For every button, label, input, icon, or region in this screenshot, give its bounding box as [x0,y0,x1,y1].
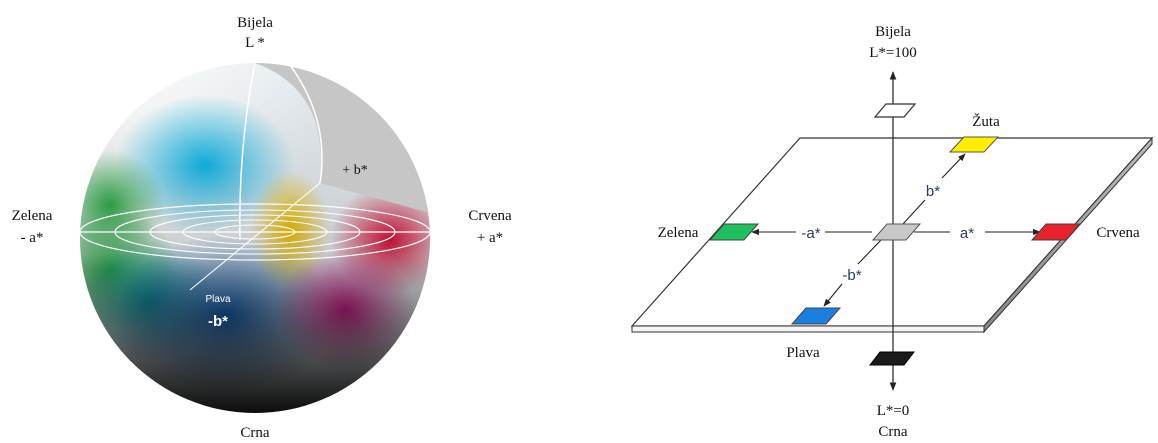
bplus-axis-seg1 [902,199,926,225]
sphere-blue-label: Plava [205,294,230,305]
red-swatch [1030,223,1082,241]
black-swatch [868,351,916,366]
plane-top-value: L*=100 [869,45,917,61]
bminus-axis-seg1 [857,239,882,265]
blue-swatch [790,307,842,325]
plane-bplus-axis: b* [926,183,940,200]
ab-plane-front-edge [631,325,985,333]
plane-yellow-label: Žuta [972,113,1000,130]
plane-bottom-label: Crna [878,424,908,440]
plane-top-label: Bijela [875,24,911,40]
bminus-axis-seg2 [823,283,843,307]
sphere-aminus-label: - a* [21,230,44,246]
yellow-swatch [948,136,1000,153]
white-swatch [873,103,917,118]
plane-aminus-axis: -a* [801,225,820,242]
plane-aplus-axis: a* [960,225,974,242]
plane-bminus-axis: -b* [842,267,861,284]
sphere-top-label: Bijela [237,15,273,31]
bplus-axis-seg2 [941,153,966,179]
sphere-right-label: Crvena [468,208,512,224]
green-swatch [708,223,760,241]
sphere-aplus-label: + a* [477,230,503,246]
sphere-bminus-label: -b* [208,313,228,330]
sphere-bplus-label: + b* [342,163,367,178]
plane-right-label: Crvena [1096,225,1140,241]
sphere-l-axis-label: L * [245,35,265,51]
lab-plane: Bijela L*=100 Žuta b* Zelena -a* a* Crve… [630,24,1154,440]
lab-sphere: Bijela L * + b* Crvena + a* Zelena - a* … [12,15,512,441]
sphere-bottom-label: Crna [240,425,270,441]
plane-bottom-value: L*=0 [877,403,910,419]
sphere-left-label: Zelena [12,208,53,224]
plane-left-label: Zelena [658,225,699,241]
center-gray-swatch [871,223,922,241]
plane-blue-label: Plava [786,345,820,361]
